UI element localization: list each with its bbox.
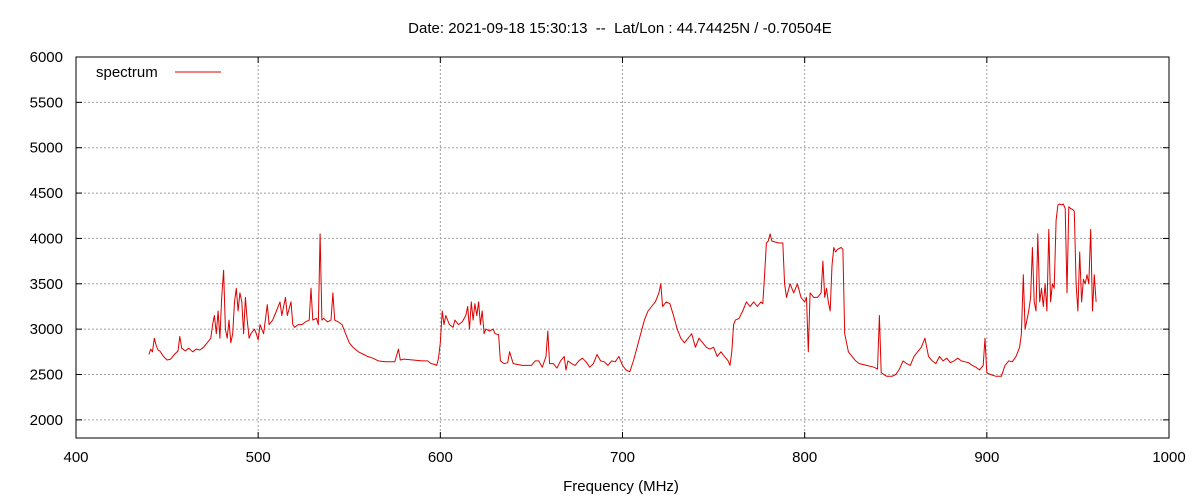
y-tick-label: 3500	[30, 276, 63, 293]
y-tick-label: 5500	[30, 94, 63, 111]
y-tick-label: 4000	[30, 230, 63, 247]
series-line-spectrum	[148, 203, 1097, 377]
y-tick-label: 4500	[30, 185, 63, 202]
grid-lines	[76, 57, 1169, 438]
x-tick-label: 600	[428, 449, 453, 466]
axis-ticks: 400 500 600 700 800 900 1000 2000 2500 3000 3500 40…	[30, 49, 1186, 466]
chart-title: Date: 2021-09-18 15:30:13 -- Lat/Lon : 4…	[408, 20, 832, 37]
y-tick-label: 6000	[30, 49, 63, 66]
y-tick-label: 3000	[30, 321, 63, 338]
legend-label: spectrum	[96, 64, 158, 81]
x-tick-label: 700	[610, 449, 635, 466]
x-tick-label: 500	[246, 449, 271, 466]
y-tick-label: 2000	[30, 412, 63, 429]
legend: spectrum	[96, 64, 221, 81]
x-tick-label: 400	[63, 449, 88, 466]
x-axis-label: Frequency (MHz)	[563, 478, 679, 495]
y-tick-label: 2500	[30, 367, 63, 384]
x-tick-label: 800	[792, 449, 817, 466]
y-tick-label: 5000	[30, 140, 63, 157]
x-tick-label: 900	[974, 449, 999, 466]
x-tick-label: 1000	[1152, 449, 1185, 466]
